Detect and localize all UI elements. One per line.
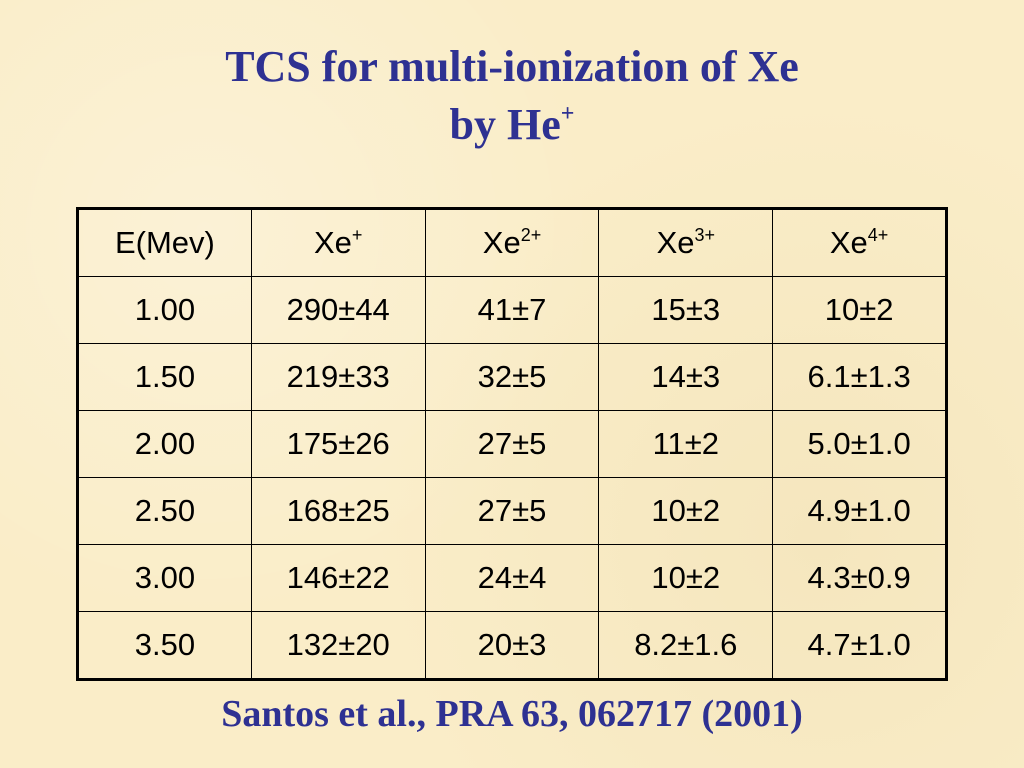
table-cell: 27±5	[424, 477, 600, 545]
table-cell: 1.50	[77, 343, 252, 411]
table-cell: 175±26	[250, 410, 426, 478]
header-cell: Xe+	[250, 208, 426, 277]
title-line: by He+	[0, 96, 1024, 154]
header-superscript: +	[351, 225, 363, 245]
header-cell: E(Mev)	[77, 208, 252, 277]
title-text: by He	[449, 100, 561, 149]
table-cell: 1.00	[77, 276, 252, 344]
table-row: 1.50 219±33 32±5 14±3 6.1±1.3	[77, 343, 947, 411]
table-cell: 3.00	[77, 544, 252, 612]
table-cell: 2.00	[77, 410, 252, 478]
table-cell: 4.7±1.0	[772, 611, 947, 680]
table-cell: 10±2	[772, 276, 947, 344]
table-cell: 24±4	[424, 544, 600, 612]
header-text: Xe	[313, 225, 352, 260]
table-row: 2.50 168±25 27±5 10±2 4.9±1.0	[77, 477, 947, 545]
table-cell: 4.3±0.9	[772, 544, 947, 612]
header-superscript: 2+	[520, 225, 542, 245]
table-cell: 5.0±1.0	[772, 410, 947, 478]
header-cell: Xe4+	[772, 208, 947, 277]
title-line: TCS for multi-ionization of Xe	[225, 42, 799, 91]
table-cell: 15±3	[598, 276, 774, 344]
table-cell: 4.9±1.0	[772, 477, 947, 545]
table-cell: 10±2	[598, 477, 774, 545]
data-table: E(Mev) Xe+ Xe2+ Xe3+ Xe4+ 1.00 290±44 41±7 15±3 1…	[76, 207, 948, 681]
table-cell: 168±25	[250, 477, 426, 545]
citation: Santos et al., PRA 63, 062717 (2001)	[221, 693, 803, 735]
table-cell: 219±33	[250, 343, 426, 411]
header-cell: Xe3+	[598, 208, 774, 277]
table-cell: 27±5	[424, 410, 600, 478]
table-cell: 3.50	[77, 611, 252, 680]
header-row: E(Mev) Xe+ Xe2+ Xe3+ Xe4+	[77, 208, 947, 277]
table-cell: 8.2±1.6	[598, 611, 774, 680]
table-cell: 132±20	[250, 611, 426, 680]
header-superscript: 3+	[694, 225, 716, 245]
table-cell: 41±7	[424, 276, 600, 344]
table-cell: 2.50	[77, 477, 252, 545]
table-row: 2.00 175±26 27±5 11±2 5.0±1.0	[77, 410, 947, 478]
table-cell: 146±22	[250, 544, 426, 612]
table-row: 3.50 132±20 20±3 8.2±1.6 4.7±1.0	[77, 611, 947, 680]
header-cell: Xe2+	[424, 208, 600, 277]
header-text: E(Mev)	[114, 225, 215, 260]
table-cell: 6.1±1.3	[772, 343, 947, 411]
table-cell: 10±2	[598, 544, 774, 612]
header-text: Xe	[482, 225, 521, 260]
table-cell: 11±2	[598, 410, 774, 478]
title-superscript: +	[560, 101, 575, 127]
header-superscript: 4+	[867, 225, 889, 245]
header-text: Xe	[656, 225, 695, 260]
table-cell: 14±3	[598, 343, 774, 411]
slide-title: TCS for multi-ionization of Xe by He+	[0, 38, 1024, 154]
table-cell: 32±5	[424, 343, 600, 411]
table-row: 3.00 146±22 24±4 10±2 4.3±0.9	[77, 544, 947, 612]
table-cell: 290±44	[250, 276, 426, 344]
header-text: Xe	[829, 225, 868, 260]
table-row: 1.00 290±44 41±7 15±3 10±2	[77, 276, 947, 344]
table-cell: 20±3	[424, 611, 600, 680]
